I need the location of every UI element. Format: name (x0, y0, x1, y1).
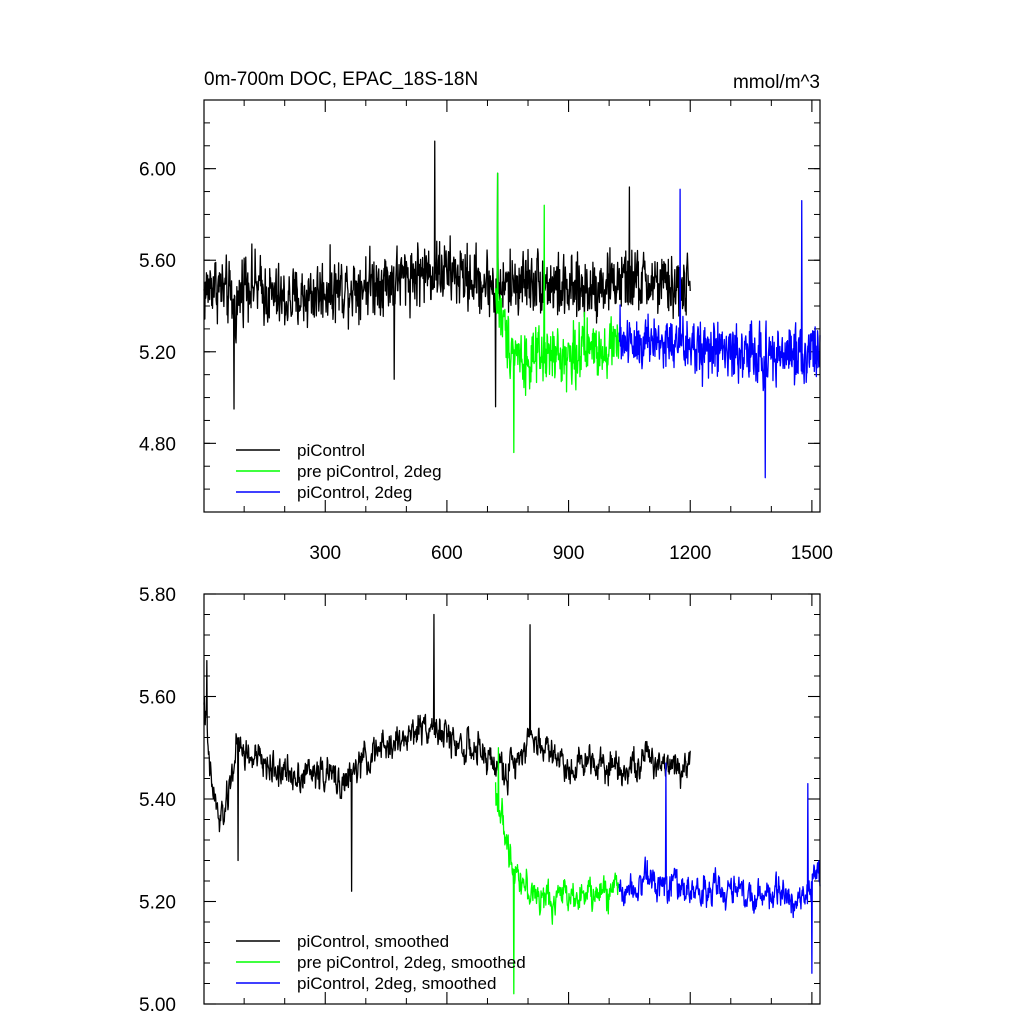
legend-label-picontrol-smoothed: piControl, smoothed (297, 932, 449, 951)
y-tick-label: 5.40 (139, 790, 176, 811)
top-panel-title: 0m-700m DOC, EPAC_18S-18N (204, 69, 478, 90)
bottom-panel-frame (203, 593, 821, 1005)
y-tick-label: 6.00 (139, 160, 176, 181)
bottom-panel-series (203, 613, 821, 995)
top-panel-units: mmol/m^3 (733, 72, 820, 93)
bottom-panel: 5.00 5.20 5.40 5.60 5.80 piControl, smoothed… (139, 585, 821, 1016)
legend-label-picontrol: piControl (297, 441, 365, 460)
series-line-picontrol (203, 140, 691, 410)
series-line-picontrol-2deg (618, 188, 821, 479)
series-line-picontrol-2deg-smoothed (618, 762, 821, 974)
x-tick-label: 1200 (669, 543, 711, 564)
top-panel-frame (203, 99, 821, 513)
y-tick-label: 5.80 (139, 585, 176, 606)
legend-label-pre-picontrol-2deg: pre piControl, 2deg (297, 462, 442, 481)
legend-label-picontrol-2deg: piControl, 2deg (297, 483, 412, 502)
x-tick-label: 900 (553, 543, 585, 564)
y-tick-label: 5.60 (139, 688, 176, 709)
top-panel-series (203, 140, 821, 479)
legend-label-pre-picontrol-2deg-smoothed: pre piControl, 2deg, smoothed (297, 953, 526, 972)
y-tick-label: 5.20 (139, 893, 176, 914)
top-panel: 0m-700m DOC, EPAC_18S-18N mmol/m^3 4.80 5… (139, 69, 833, 564)
y-tick-label: 5.00 (139, 995, 176, 1016)
y-tick-label: 5.60 (139, 251, 176, 272)
x-tick-label: 300 (309, 543, 341, 564)
bottom-panel-legend: piControl, smoothed pre piControl, 2deg,… (236, 932, 526, 993)
series-line-picontrol-smoothed (203, 613, 691, 892)
y-tick-label: 5.20 (139, 343, 176, 364)
bottom-panel-ticks: 5.00 5.20 5.40 5.60 5.80 (139, 585, 820, 1016)
x-tick-label: 600 (431, 543, 463, 564)
series-line-pre-picontrol-2deg (494, 172, 620, 454)
series-line-pre-picontrol-2deg-smoothed (494, 747, 620, 995)
y-tick-label: 4.80 (139, 434, 176, 455)
x-tick-label: 1500 (791, 543, 833, 564)
top-panel-legend: piControl pre piControl, 2deg piControl,… (236, 441, 442, 502)
legend-label-picontrol-2deg-smoothed: piControl, 2deg, smoothed (297, 974, 496, 993)
